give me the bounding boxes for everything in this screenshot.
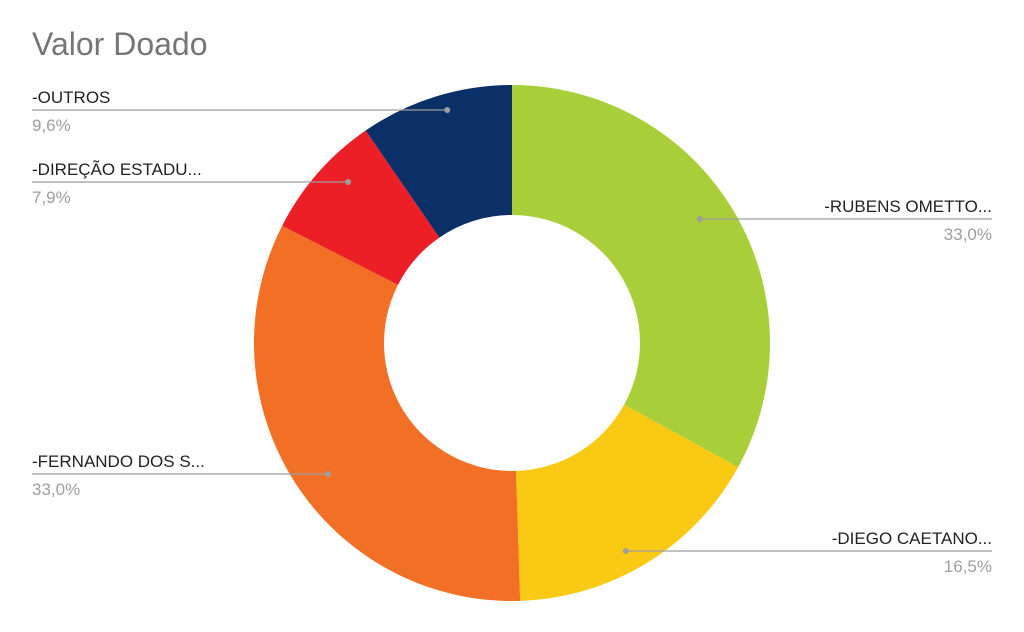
slices — [254, 85, 770, 601]
slice-percent-0: 33,0% — [944, 225, 992, 244]
slice-label-2: -FERNANDO DOS S... — [32, 452, 205, 471]
slice-label-4: -OUTROS — [32, 88, 110, 107]
leader-dot-0 — [696, 216, 703, 222]
slice-percent-4: 9,6% — [32, 116, 71, 135]
slice-percent-3: 7,9% — [32, 188, 71, 207]
slice-label-3: -DIREÇÃO ESTADU... — [32, 160, 202, 179]
slice-0[interactable] — [512, 85, 770, 468]
slice-label-1: -DIEGO CAETANO... — [832, 529, 992, 548]
slice-4[interactable] — [365, 85, 512, 238]
chart-title: Valor Doado — [32, 26, 208, 62]
leader-dot-1 — [622, 548, 629, 554]
slice-3[interactable] — [282, 130, 440, 285]
slice-2[interactable] — [254, 225, 521, 601]
leader-dot-3 — [345, 179, 352, 185]
slice-1[interactable] — [516, 404, 739, 601]
leader-dot-4 — [444, 107, 451, 113]
labels: -RUBENS OMETTO... 33,0% -DIEGO CAETANO... 1… — [32, 88, 992, 576]
leader-dot-2 — [324, 471, 331, 477]
slice-percent-1: 16,5% — [944, 557, 992, 576]
slice-percent-2: 33,0% — [32, 480, 80, 499]
slice-label-0: -RUBENS OMETTO... — [824, 197, 992, 216]
